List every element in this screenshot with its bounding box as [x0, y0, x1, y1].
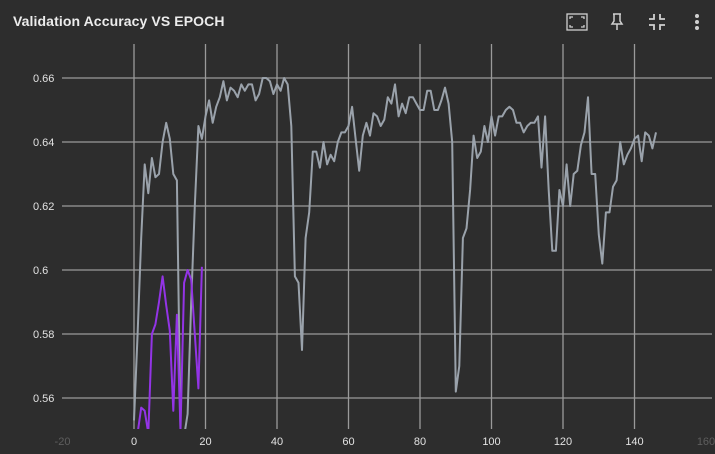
- fit-domain-icon: [566, 13, 588, 31]
- x-tick-label: 100: [482, 436, 500, 448]
- series-line-2[interactable]: [134, 266, 203, 443]
- x-tick-label-faint: 160: [697, 436, 715, 448]
- x-tick-label: 60: [342, 436, 354, 448]
- more-options-button[interactable]: [685, 10, 709, 34]
- y-tick-label: 0.6: [33, 265, 48, 277]
- pin-icon: [610, 13, 624, 30]
- x-tick-label: 20: [199, 436, 211, 448]
- x-tick-label-faint: -20: [55, 436, 71, 448]
- x-tick-label: 0: [131, 436, 137, 448]
- series-layer: [133, 77, 657, 443]
- more-vert-icon: [695, 14, 699, 30]
- series-line-1[interactable]: [133, 77, 657, 436]
- line-chart[interactable]: 0.56 0.58 0.6 0.62 0.64 0.66 0 20 40 60 80 100 120 1…: [0, 44, 715, 454]
- y-tick-label: 0.66: [33, 73, 54, 85]
- y-tick-label: 0.56: [33, 393, 54, 405]
- card-header: Validation Accuracy VS EPOCH: [0, 0, 715, 44]
- collapse-icon: [649, 14, 665, 30]
- x-tick-label: 120: [554, 436, 572, 448]
- chart-title: Validation Accuracy VS EPOCH: [13, 13, 225, 29]
- x-axis-tick-labels: 0 20 40 60 80 100 120 140 -20 160: [55, 436, 715, 448]
- x-tick-label: 80: [414, 436, 426, 448]
- y-tick-label: 0.62: [33, 201, 54, 213]
- y-tick-label: 0.58: [33, 329, 54, 341]
- pin-button[interactable]: [605, 10, 629, 34]
- y-axis-tick-labels: 0.56 0.58 0.6 0.62 0.64 0.66: [33, 73, 54, 405]
- card-toolbar: [549, 10, 709, 34]
- x-tick-label: 40: [271, 436, 283, 448]
- x-tick-label: 140: [625, 436, 643, 448]
- y-tick-label: 0.64: [33, 137, 54, 149]
- collapse-button[interactable]: [645, 10, 669, 34]
- fit-domain-button[interactable]: [565, 10, 589, 34]
